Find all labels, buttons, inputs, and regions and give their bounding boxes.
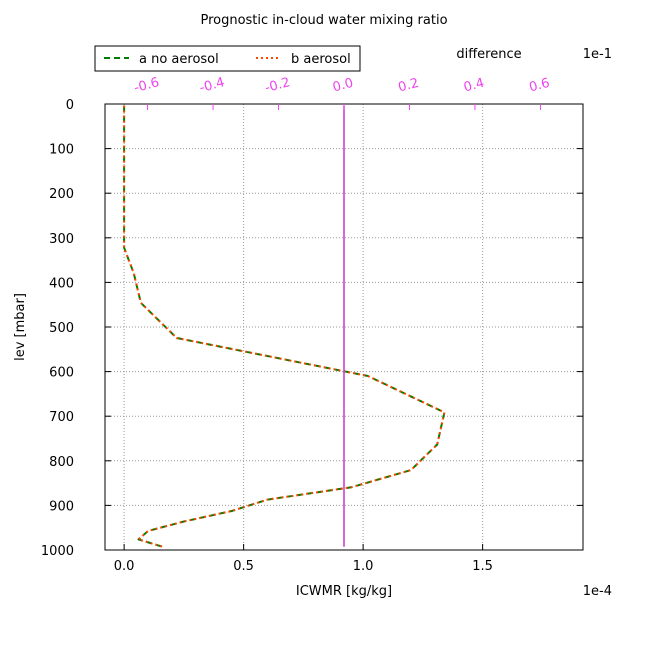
x-tick-label: 1.5: [472, 559, 493, 574]
y-tick-label: 500: [49, 321, 74, 336]
top-axis-ticks: -0.6 -0.4 -0.2 0.0 0.2 0.4 0.6: [132, 75, 551, 110]
y-tick-label: 1000: [41, 544, 74, 559]
legend-box: [94, 45, 361, 72]
top-tick-label: 0.6: [528, 76, 552, 96]
x-tick-label: 0.5: [233, 559, 254, 574]
legend: a no aerosol b aerosol: [94, 45, 361, 72]
y-tick-label: 200: [49, 187, 74, 202]
x-tick-label: 1.0: [353, 559, 374, 574]
legend-label-no-aerosol: a no aerosol: [139, 52, 219, 67]
x-axis-multiplier: 1e-4: [583, 584, 612, 599]
top-axis-label: difference: [456, 47, 521, 62]
y-tick-label: 800: [49, 455, 74, 470]
chart-title: Prognostic in-cloud water mixing ratio: [200, 13, 447, 28]
x-axis-label: ICWMR [kg/kg]: [296, 584, 392, 599]
y-axis-ticks: 0 100 200 300 400 500 600 700 800 900 1000: [41, 98, 583, 559]
top-tick-label: 0.2: [397, 76, 421, 96]
x-tick-label: 0.0: [114, 559, 135, 574]
top-tick-label: -0.4: [198, 75, 226, 96]
y-tick-label: 100: [49, 143, 74, 158]
top-tick-label: 0.4: [462, 76, 486, 96]
series-line-b-aerosol: [123, 105, 446, 548]
y-tick-label: 400: [49, 276, 74, 291]
series-lines: [123, 105, 446, 548]
x-axis-ticks: 0.0 0.5 1.0 1.5: [114, 544, 493, 574]
y-axis-label: lev [mbar]: [13, 293, 28, 361]
legend-label-aerosol: b aerosol: [291, 52, 351, 67]
y-tick-label: 600: [49, 366, 74, 381]
y-tick-label: 0: [66, 98, 74, 113]
y-tick-label: 900: [49, 499, 74, 514]
y-tick-label: 300: [49, 232, 74, 247]
y-tick-label: 700: [49, 410, 74, 425]
top-tick-label: 0.0: [331, 76, 355, 96]
top-axis-multiplier: 1e-1: [583, 47, 612, 62]
top-tick-label: -0.6: [132, 75, 160, 96]
top-tick-label: -0.2: [263, 75, 291, 96]
grid-lines: [105, 103, 583, 551]
